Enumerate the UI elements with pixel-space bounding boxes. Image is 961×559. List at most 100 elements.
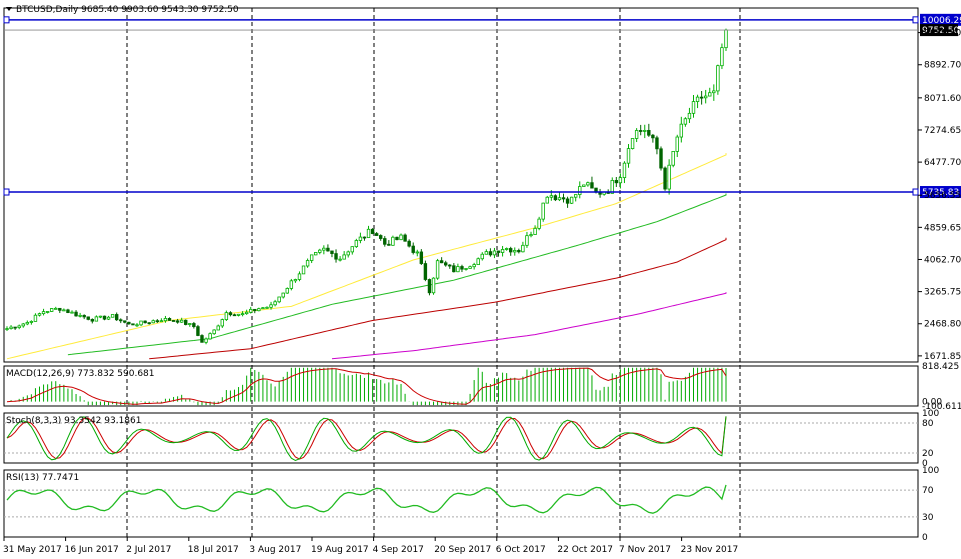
candle-body	[163, 318, 168, 322]
candle-body	[139, 320, 143, 326]
candle-body	[569, 196, 574, 204]
moving-average-ma_mid	[67, 193, 727, 356]
candle-body	[159, 320, 164, 323]
rsi-pane-frame	[3, 469, 919, 538]
candle-body	[9, 326, 13, 329]
candle-body	[683, 118, 688, 125]
candle-body	[444, 262, 448, 266]
collapse-arrow-icon[interactable]	[6, 7, 12, 11]
candle-body	[179, 319, 184, 323]
candle-body	[586, 182, 590, 186]
candle-body	[249, 308, 253, 313]
candle-body	[354, 240, 359, 248]
candle-body	[289, 280, 294, 289]
candle-body	[98, 315, 103, 318]
candle-body	[651, 134, 655, 139]
candle-body	[232, 314, 237, 317]
candle-body	[94, 316, 99, 322]
date-label: 16 Jun 2017	[65, 545, 119, 555]
candle-body	[273, 301, 277, 306]
candle-body	[431, 277, 436, 294]
candle-body	[37, 313, 42, 316]
level-price-tag	[920, 13, 961, 26]
candle-body	[724, 29, 728, 49]
candle-body	[82, 314, 86, 318]
macd-tick-label: 818.425	[922, 362, 959, 372]
price-pane-frame	[3, 7, 919, 363]
candle-body	[41, 311, 46, 315]
candle-body	[370, 228, 375, 234]
candle-body	[695, 96, 700, 102]
candle-body	[110, 314, 115, 318]
candle-body	[54, 307, 58, 310]
candle-body	[521, 244, 525, 253]
candle-body	[106, 316, 111, 320]
candle-body	[452, 265, 456, 273]
candle-body	[675, 136, 679, 152]
candle-body	[610, 180, 614, 194]
candle-body	[322, 247, 326, 251]
price-tick-label: 3265.75	[924, 288, 961, 298]
candle-body	[399, 234, 403, 241]
candle-body	[147, 322, 151, 325]
candle-body	[240, 313, 245, 316]
candle-body	[582, 184, 586, 187]
level-handle	[912, 16, 919, 24]
candle-body	[309, 254, 314, 261]
candle-body	[49, 308, 54, 312]
level-handle	[3, 16, 10, 24]
candle-body	[374, 233, 379, 236]
candle-body	[415, 251, 419, 254]
candle-body	[614, 180, 619, 184]
candle-body	[318, 249, 322, 253]
candle-body	[86, 316, 90, 320]
candle-body	[143, 320, 147, 324]
date-label: 7 Nov 2017	[619, 545, 671, 555]
candle-body	[200, 335, 204, 343]
horizontal-levels[interactable]: 10006.29 5735.83 9752.50	[3, 13, 961, 199]
candle-body	[618, 177, 623, 184]
rsi-tick-label: 100	[922, 466, 939, 476]
level-handle	[3, 188, 10, 196]
candle-body	[659, 148, 663, 169]
current-price-label: 9752.50	[922, 26, 959, 36]
candle-body	[545, 196, 549, 204]
candle-body	[326, 247, 330, 252]
candle-body	[379, 235, 383, 239]
candle-body	[574, 194, 578, 198]
stochastic-tick-label: 20	[922, 449, 934, 459]
date-label: 2 Jul 2017	[126, 545, 171, 555]
candle-body	[338, 258, 342, 261]
candle-body	[155, 320, 159, 323]
candle-body	[460, 266, 464, 270]
candle-body	[17, 325, 21, 329]
price-tick-label: 4062.70	[924, 255, 961, 265]
candle-body	[5, 328, 9, 330]
candle-body	[541, 202, 545, 220]
candle-body	[131, 323, 135, 326]
candle-body	[265, 306, 269, 309]
candle-body	[285, 288, 289, 294]
candle-body	[175, 320, 180, 323]
candle-body	[468, 266, 472, 269]
candle-body	[549, 195, 554, 198]
stochastic-tick-label: 100	[922, 409, 939, 419]
candle-body	[305, 260, 310, 267]
candle-body	[626, 148, 631, 164]
candle-body	[423, 263, 428, 280]
macd-tick-label: 0.00	[922, 398, 942, 408]
price-tick-label: 7274.65	[924, 126, 961, 136]
candle-body	[330, 250, 334, 254]
candle-body	[553, 195, 558, 201]
candle-body	[216, 325, 220, 331]
candle-body	[123, 320, 127, 323]
candle-body	[257, 308, 261, 312]
candle-body	[192, 323, 196, 328]
price-tick-label: 1671.85	[924, 352, 961, 362]
candle-body	[334, 253, 338, 260]
moving-average-ma_slow	[149, 237, 727, 360]
candle-body	[525, 235, 529, 246]
candle-body	[407, 240, 411, 247]
candle-body	[411, 245, 415, 253]
candle-body	[578, 186, 582, 195]
